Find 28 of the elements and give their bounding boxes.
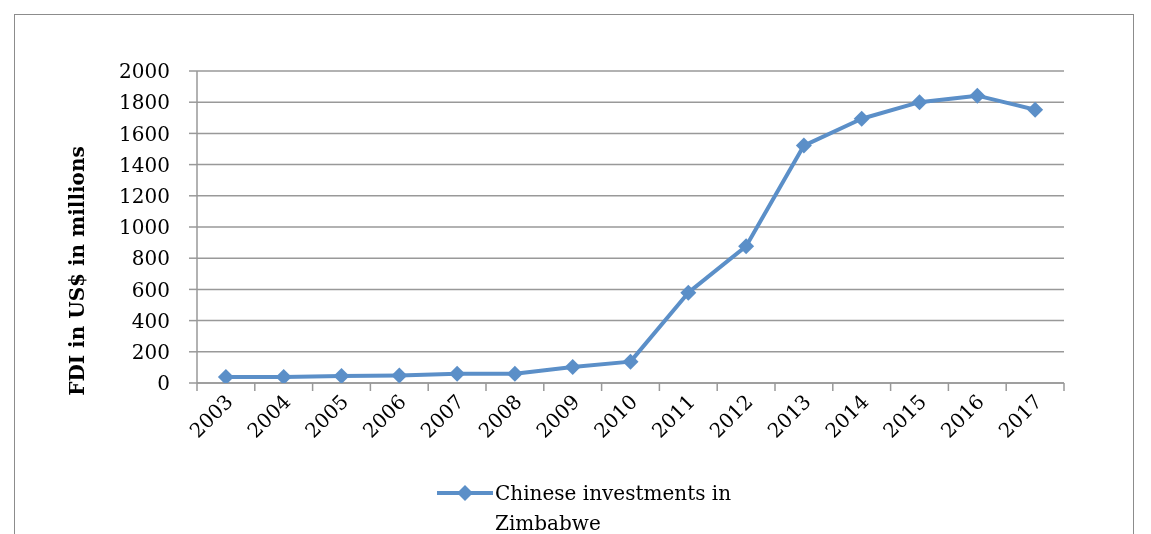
y-tick-label: 1200 — [119, 183, 170, 208]
y-tick-label: 1600 — [119, 121, 170, 146]
y-tick-label: 400 — [131, 308, 170, 333]
point — [564, 358, 581, 375]
y-tick-label: 800 — [131, 246, 170, 271]
y-tick-label: 200 — [131, 339, 170, 364]
y-tick-label: 1400 — [119, 152, 170, 177]
point — [333, 367, 350, 383]
point — [506, 365, 523, 382]
point — [622, 353, 639, 370]
point — [275, 368, 292, 383]
point — [853, 110, 870, 127]
point — [217, 369, 234, 383]
point — [680, 284, 697, 301]
point — [738, 238, 755, 255]
y-tick-label: 1000 — [119, 215, 170, 240]
y-tick-label: 600 — [131, 277, 170, 302]
point — [449, 365, 466, 382]
y-tick-label: 2000 — [119, 59, 170, 84]
y-tick-label: 0 — [157, 371, 170, 396]
point — [1027, 101, 1044, 118]
point — [969, 87, 986, 104]
y-axis-title: FDI in US$ in millions — [65, 146, 89, 396]
legend-label: Chinese investments in Zimbabwe — [495, 480, 733, 534]
point — [795, 137, 812, 154]
y-tick-label: 1800 — [119, 90, 170, 115]
point — [911, 94, 928, 111]
point — [391, 367, 408, 383]
